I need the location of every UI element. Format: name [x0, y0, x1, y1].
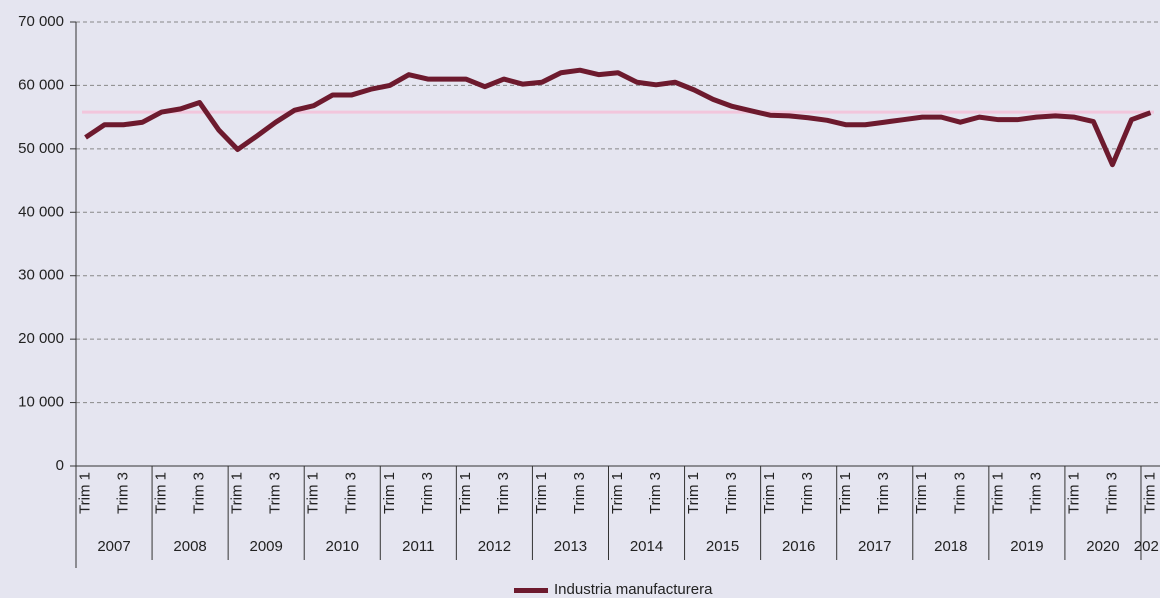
legend-label: Industria manufacturera [554, 581, 713, 598]
year-label: 2019 [1010, 538, 1043, 555]
year-label: 2020 [1086, 538, 1119, 555]
x-tick-label: Trim 1 [457, 472, 474, 514]
x-tick-label: Trim 1 [837, 472, 854, 514]
year-label: 2016 [782, 538, 815, 555]
x-tick-label: Trim 3 [951, 472, 968, 514]
y-tick-label: 10 000 [18, 394, 64, 411]
x-tick-label: Trim 1 [153, 472, 170, 514]
x-tick-label: Trim 3 [343, 472, 360, 514]
y-tick-label: 20 000 [18, 330, 64, 347]
x-tick-label: Trim 3 [875, 472, 892, 514]
y-tick-label: 50 000 [18, 140, 64, 157]
x-tick-label: Trim 3 [267, 472, 284, 514]
y-tick-label: 60 000 [18, 76, 64, 93]
legend-swatch [514, 588, 548, 593]
year-label: 2013 [554, 538, 587, 555]
x-tick-label: Trim 1 [761, 472, 778, 514]
x-tick-label: Trim 1 [1065, 472, 1082, 514]
year-label: 2008 [173, 538, 206, 555]
x-tick-label: Trim 1 [76, 472, 93, 514]
year-label: 2014 [630, 538, 663, 555]
x-tick-label: Trim 3 [115, 472, 132, 514]
x-tick-label: Trim 3 [191, 472, 208, 514]
year-label: 2018 [934, 538, 967, 555]
x-tick-label: Trim 3 [1027, 472, 1044, 514]
x-tick-label: Trim 1 [609, 472, 626, 514]
y-tick-label: 70 000 [18, 13, 64, 30]
x-tick-label: Trim 3 [1103, 472, 1120, 514]
year-label: 2012 [478, 538, 511, 555]
y-tick-label: 40 000 [18, 203, 64, 220]
year-label: 2007 [97, 538, 130, 555]
year-label: 2009 [249, 538, 282, 555]
x-tick-label: Trim 3 [419, 472, 436, 514]
x-tick-label: Trim 3 [799, 472, 816, 514]
x-tick-label: Trim 1 [989, 472, 1006, 514]
x-tick-label: Trim 1 [913, 472, 930, 514]
x-tick-label: Trim 3 [571, 472, 588, 514]
x-tick-label: Trim 1 [229, 472, 246, 514]
year-label: 2021 [1134, 538, 1160, 555]
x-tick-label: Trim 1 [533, 472, 550, 514]
year-label: 2015 [706, 538, 739, 555]
x-tick-label: Trim 1 [381, 472, 398, 514]
x-tick-label: Trim 3 [495, 472, 512, 514]
y-tick-label: 0 [56, 457, 64, 474]
x-tick-label: Trim 3 [723, 472, 740, 514]
x-tick-label: Trim 1 [305, 472, 322, 514]
series-line [84, 67, 1152, 168]
year-label: 2011 [402, 538, 434, 555]
x-tick-label: Trim 1 [685, 472, 702, 514]
y-tick-label: 30 000 [18, 267, 64, 284]
year-label: 2010 [326, 538, 359, 555]
year-label: 2017 [858, 538, 891, 555]
x-tick-label: Trim 3 [647, 472, 664, 514]
x-tick-label: Trim 1 [1141, 472, 1158, 514]
